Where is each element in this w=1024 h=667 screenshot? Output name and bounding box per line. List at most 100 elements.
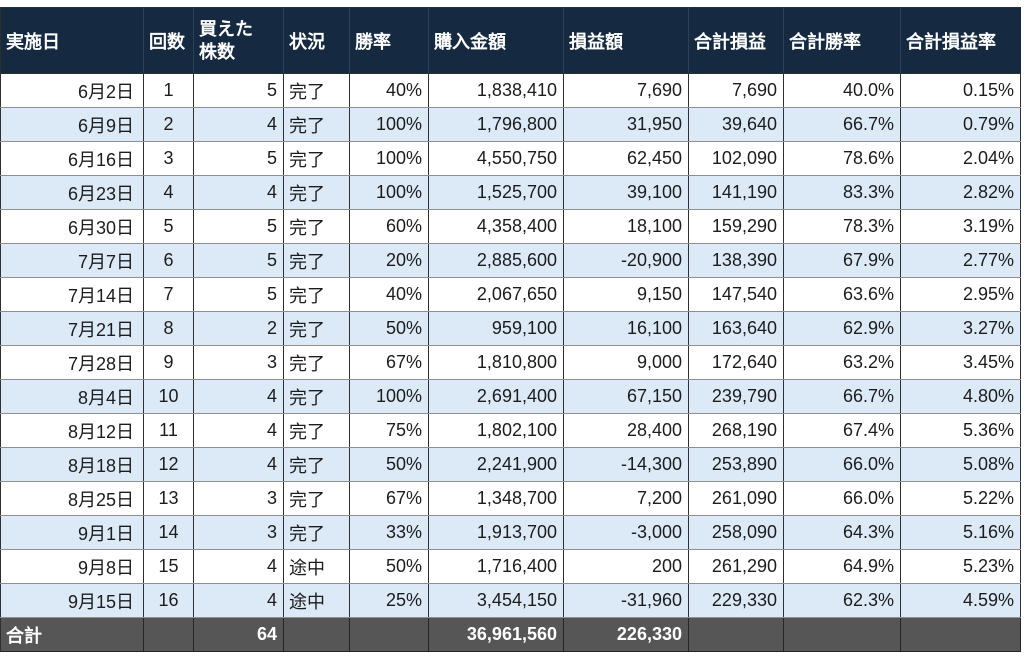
total-cell-cumulative-profit-loss[interactable]: [688, 617, 784, 652]
cell-cumulative-profit-loss[interactable]: 253,890: [688, 447, 784, 482]
cell-cumulative-profit-loss[interactable]: 147,540: [688, 277, 784, 312]
cell-status[interactable]: 完了: [283, 345, 350, 380]
cell-count[interactable]: 2: [143, 107, 194, 142]
cell-profit-loss[interactable]: -3,000: [563, 515, 689, 550]
cell-shares[interactable]: 5: [193, 277, 284, 312]
cell-shares[interactable]: 5: [193, 209, 284, 244]
col-header-status[interactable]: 状況: [283, 7, 350, 74]
cell-cumulative-win-rate[interactable]: 66.0%: [783, 481, 901, 516]
cell-date[interactable]: 6月9日: [0, 107, 144, 142]
cell-status[interactable]: 完了: [283, 277, 350, 312]
cell-purchase-amount[interactable]: 4,550,750: [428, 141, 564, 176]
total-cell-shares[interactable]: 64: [193, 617, 284, 652]
cell-count[interactable]: 10: [143, 379, 194, 414]
cell-date[interactable]: 6月16日: [0, 141, 144, 176]
cell-date[interactable]: 7月14日: [0, 277, 144, 312]
cell-profit-loss[interactable]: 67,150: [563, 379, 689, 414]
cell-cumulative-win-rate[interactable]: 78.3%: [783, 209, 901, 244]
cell-shares[interactable]: 5: [193, 73, 284, 108]
cell-status[interactable]: 完了: [283, 141, 350, 176]
cell-shares[interactable]: 3: [193, 515, 284, 550]
cell-cumulative-profit-loss[interactable]: 138,390: [688, 243, 784, 278]
cell-cumulative-profit-loss[interactable]: 141,190: [688, 175, 784, 210]
total-cell-cumulative-pl-rate[interactable]: [900, 617, 1021, 652]
cell-cumulative-win-rate[interactable]: 78.6%: [783, 141, 901, 176]
col-header-date[interactable]: 実施日: [0, 7, 144, 74]
cell-count[interactable]: 4: [143, 175, 194, 210]
cell-count[interactable]: 7: [143, 277, 194, 312]
cell-win-rate[interactable]: 67%: [349, 481, 429, 516]
cell-purchase-amount[interactable]: 1,913,700: [428, 515, 564, 550]
cell-count[interactable]: 16: [143, 583, 194, 618]
total-cell-count[interactable]: [143, 617, 194, 652]
cell-cumulative-win-rate[interactable]: 66.7%: [783, 107, 901, 142]
cell-cumulative-profit-loss[interactable]: 229,330: [688, 583, 784, 618]
cell-shares[interactable]: 4: [193, 413, 284, 448]
cell-shares[interactable]: 4: [193, 175, 284, 210]
cell-cumulative-pl-rate[interactable]: 0.79%: [900, 107, 1021, 142]
cell-shares[interactable]: 5: [193, 243, 284, 278]
cell-count[interactable]: 6: [143, 243, 194, 278]
cell-cumulative-win-rate[interactable]: 63.6%: [783, 277, 901, 312]
cell-win-rate[interactable]: 100%: [349, 141, 429, 176]
cell-status[interactable]: 完了: [283, 515, 350, 550]
cell-cumulative-pl-rate[interactable]: 3.45%: [900, 345, 1021, 380]
cell-cumulative-profit-loss[interactable]: 261,290: [688, 549, 784, 584]
col-header-win-rate[interactable]: 勝率: [349, 7, 429, 74]
cell-status[interactable]: 途中: [283, 583, 350, 618]
cell-purchase-amount[interactable]: 1,796,800: [428, 107, 564, 142]
cell-count[interactable]: 3: [143, 141, 194, 176]
cell-purchase-amount[interactable]: 1,838,410: [428, 73, 564, 108]
cell-purchase-amount[interactable]: 1,810,800: [428, 345, 564, 380]
cell-profit-loss[interactable]: 31,950: [563, 107, 689, 142]
cell-cumulative-profit-loss[interactable]: 159,290: [688, 209, 784, 244]
cell-shares[interactable]: 3: [193, 481, 284, 516]
cell-cumulative-pl-rate[interactable]: 2.82%: [900, 175, 1021, 210]
col-header-cumulative-profit-loss[interactable]: 合計損益: [688, 7, 784, 74]
cell-win-rate[interactable]: 20%: [349, 243, 429, 278]
cell-status[interactable]: 完了: [283, 243, 350, 278]
total-cell-date[interactable]: 合計: [0, 617, 144, 652]
cell-win-rate[interactable]: 100%: [349, 175, 429, 210]
cell-win-rate[interactable]: 33%: [349, 515, 429, 550]
cell-purchase-amount[interactable]: 2,067,650: [428, 277, 564, 312]
cell-profit-loss[interactable]: 200: [563, 549, 689, 584]
cell-purchase-amount[interactable]: 1,716,400: [428, 549, 564, 584]
cell-win-rate[interactable]: 60%: [349, 209, 429, 244]
cell-shares[interactable]: 5: [193, 141, 284, 176]
cell-profit-loss[interactable]: 18,100: [563, 209, 689, 244]
cell-status[interactable]: 完了: [283, 379, 350, 414]
cell-cumulative-profit-loss[interactable]: 268,190: [688, 413, 784, 448]
col-header-profit-loss[interactable]: 損益額: [563, 7, 689, 74]
cell-status[interactable]: 完了: [283, 73, 350, 108]
cell-cumulative-pl-rate[interactable]: 2.95%: [900, 277, 1021, 312]
cell-date[interactable]: 9月15日: [0, 583, 144, 618]
cell-purchase-amount[interactable]: 2,241,900: [428, 447, 564, 482]
cell-profit-loss[interactable]: 7,690: [563, 73, 689, 108]
cell-shares[interactable]: 2: [193, 311, 284, 346]
cell-profit-loss[interactable]: -14,300: [563, 447, 689, 482]
cell-date[interactable]: 8月4日: [0, 379, 144, 414]
cell-win-rate[interactable]: 50%: [349, 311, 429, 346]
cell-status[interactable]: 完了: [283, 447, 350, 482]
cell-shares[interactable]: 4: [193, 379, 284, 414]
cell-count[interactable]: 1: [143, 73, 194, 108]
cell-profit-loss[interactable]: 39,100: [563, 175, 689, 210]
cell-status[interactable]: 途中: [283, 549, 350, 584]
cell-date[interactable]: 8月12日: [0, 413, 144, 448]
cell-shares[interactable]: 4: [193, 583, 284, 618]
cell-profit-loss[interactable]: 9,150: [563, 277, 689, 312]
cell-cumulative-win-rate[interactable]: 40.0%: [783, 73, 901, 108]
cell-purchase-amount[interactable]: 4,358,400: [428, 209, 564, 244]
cell-status[interactable]: 完了: [283, 481, 350, 516]
total-cell-profit-loss[interactable]: 226,330: [563, 617, 689, 652]
total-cell-purchase-amount[interactable]: 36,961,560: [428, 617, 564, 652]
cell-cumulative-win-rate[interactable]: 66.0%: [783, 447, 901, 482]
cell-date[interactable]: 7月21日: [0, 311, 144, 346]
cell-date[interactable]: 7月28日: [0, 345, 144, 380]
cell-purchase-amount[interactable]: 2,885,600: [428, 243, 564, 278]
cell-status[interactable]: 完了: [283, 175, 350, 210]
col-header-count[interactable]: 回数: [143, 7, 194, 74]
total-cell-win-rate[interactable]: [349, 617, 429, 652]
cell-cumulative-win-rate[interactable]: 67.9%: [783, 243, 901, 278]
